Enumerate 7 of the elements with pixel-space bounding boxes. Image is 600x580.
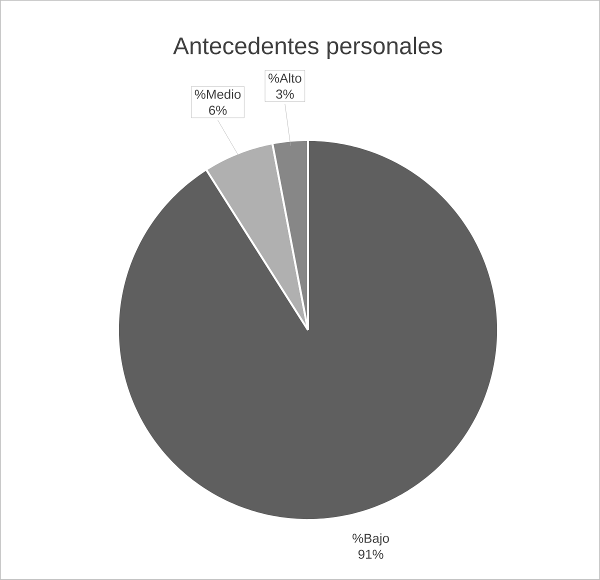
chart-title: Antecedentes personales <box>173 36 442 60</box>
slice-label: %Bajo <box>352 533 389 546</box>
slice-label: %Medio <box>194 89 241 99</box>
data-label: 3% <box>276 90 294 99</box>
slice-label: %Alto <box>268 73 302 83</box>
data-label: 91% <box>358 550 384 559</box>
data-label: 6% <box>209 106 227 115</box>
